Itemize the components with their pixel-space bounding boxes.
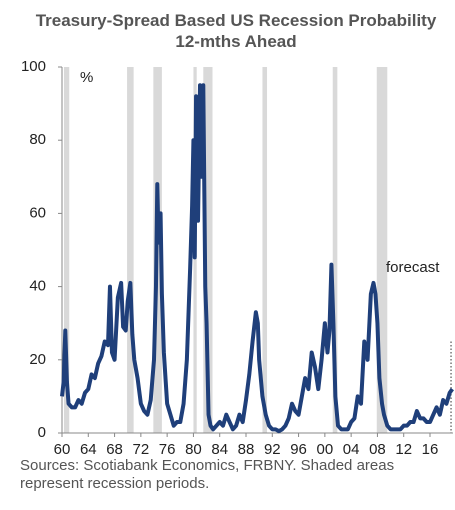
x-tick-label: 72: [133, 441, 150, 455]
x-tick-label: 64: [80, 441, 97, 455]
recession-band: [262, 67, 268, 433]
chart: Treasury-Spread Based US Recession Proba…: [21, 11, 454, 455]
x-tick-label: 12: [395, 441, 412, 455]
recession-band: [332, 67, 338, 433]
recession-band: [376, 67, 388, 433]
x-tick-label: 04: [343, 441, 360, 455]
x-tick-label: 16: [422, 441, 439, 455]
x-tick-label: 08: [369, 441, 386, 455]
recession-band: [63, 67, 70, 433]
x-tick-label: 96: [290, 441, 307, 455]
x-tick-label: 76: [159, 441, 176, 455]
chart-title: Treasury-Spread Based US Recession Proba…: [36, 11, 437, 51]
source-note: Sources: Scotiabank Economics, FRBNY. Sh…: [20, 457, 395, 492]
forecast-label: forecast: [386, 259, 440, 276]
x-tick-label: 84: [211, 441, 228, 455]
recession-band: [127, 67, 134, 433]
y-tick-label: 20: [29, 351, 46, 368]
y-tick-label: 100: [21, 58, 46, 75]
y-tick-label: 40: [29, 278, 46, 295]
y-tick-label: 60: [29, 204, 46, 221]
x-tick-label: 00: [317, 441, 334, 455]
y-tick-label: 0: [38, 424, 46, 441]
x-tick-label: 92: [264, 441, 281, 455]
x-tick-label: 60: [54, 441, 71, 455]
y-tick-label: 80: [29, 131, 46, 148]
x-tick-label: 80: [185, 441, 202, 455]
page: Treasury-Spread Based US Recession Proba…: [20, 11, 454, 492]
line-series: [60, 83, 454, 434]
x-tick-label: 68: [106, 441, 123, 455]
y-unit: %: [80, 69, 93, 86]
recession-band: [203, 67, 213, 433]
x-tick-label: 88: [238, 441, 255, 455]
